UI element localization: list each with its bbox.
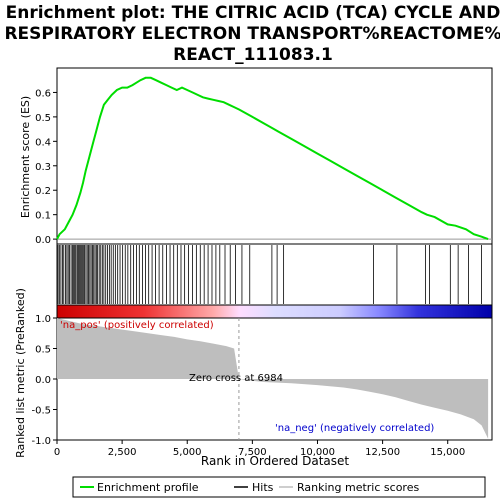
chart-title-line-3: REACT_111083.1 xyxy=(173,45,333,65)
hits-marks xyxy=(57,245,482,304)
ranking-x-tick-label: 0 xyxy=(54,447,60,458)
legend-hits-label: Hits xyxy=(252,481,274,494)
ranking-y-tick-label: 0.5 xyxy=(35,345,51,356)
ranking-x-tick-label: 12,500 xyxy=(365,447,400,458)
ranking-y-tick-label: -0.5 xyxy=(31,406,51,417)
ranking-y-axis-label: Ranked list metric (PreRanked) xyxy=(14,288,27,458)
ranking-x-tick-label: 5,000 xyxy=(173,447,202,458)
es-y-tick-label: 0.5 xyxy=(35,113,51,124)
ranking-metric-area xyxy=(57,318,489,439)
es-y-axis-label: Enrichment score (ES) xyxy=(19,96,32,218)
ranking-panel: 1.0 0.5 0.0 -0.5 -1.0 0 2,500 5,000 7,500 10,000… xyxy=(14,288,493,468)
ranking-x-tick-label: 15,000 xyxy=(430,447,465,458)
chart-title-line-1: Enrichment plot: THE CITRIC ACID (TCA) C… xyxy=(6,3,500,23)
neg-correlated-label: 'na_neg' (negatively correlated) xyxy=(275,423,434,434)
ranking-x-tick-label: 10,000 xyxy=(300,447,335,458)
es-y-tick-label: 0.4 xyxy=(35,137,51,148)
enrichment-profile-line xyxy=(56,76,489,241)
ranking-y-tick-label: 0.0 xyxy=(35,375,51,386)
es-y-tick-label: 0.6 xyxy=(35,88,51,99)
zero-cross-label: Zero cross at 6984 xyxy=(189,373,283,384)
hits-panel xyxy=(56,243,493,319)
ranking-y-axis: 1.0 0.5 0.0 -0.5 -1.0 xyxy=(31,314,57,447)
es-y-tick-label: 0.1 xyxy=(35,211,51,222)
legend-enrichment-label: Enrichment profile xyxy=(97,481,199,494)
ranking-x-tick-label: 7,500 xyxy=(238,447,267,458)
legend-ranking-label: Ranking metric scores xyxy=(297,481,419,494)
es-y-tick-label: 0.3 xyxy=(35,162,51,173)
es-panel: 0.0 0.1 0.2 0.3 0.4 0.5 0.6 Enrichment score (… xyxy=(19,67,493,246)
ranking-color-bar xyxy=(56,304,493,319)
legend: Enrichment profile Hits Ranking metric s… xyxy=(72,476,486,498)
pos-correlated-label: 'na_pos' (positively correlated) xyxy=(60,320,214,331)
ranking-y-tick-label: 1.0 xyxy=(35,314,51,325)
ranking-y-tick-label: -1.0 xyxy=(31,436,51,447)
ranking-x-tick-label: 2,500 xyxy=(108,447,137,458)
ranking-x-axis-label: Rank in Ordered Dataset xyxy=(201,454,349,468)
chart-title-line-2: RESPIRATORY ELECTRON TRANSPORT%REACTOME% xyxy=(4,24,500,44)
es-panel-frame xyxy=(56,67,493,245)
es-y-axis: 0.0 0.1 0.2 0.3 0.4 0.5 0.6 xyxy=(35,88,57,246)
hits-panel-frame xyxy=(56,243,493,306)
es-y-tick-label: 0.0 xyxy=(35,235,51,246)
es-y-tick-label: 0.2 xyxy=(35,186,51,197)
ranking-x-axis: 0 2,500 5,000 7,500 10,000 12,500 15,000 xyxy=(54,440,465,458)
